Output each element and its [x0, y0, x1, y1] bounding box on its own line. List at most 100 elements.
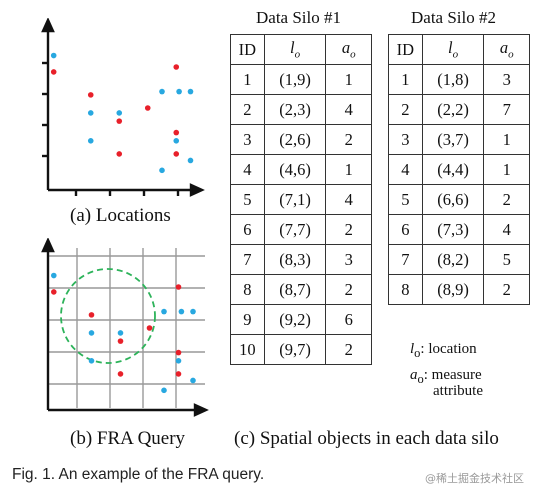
legend-measure: ao: measure — [410, 367, 482, 387]
cell-location: (1,9) — [263, 64, 327, 95]
legend-location: lo: location — [410, 341, 477, 361]
table-row: 5 (7,1) 4 — [230, 184, 372, 215]
figure-caption: Fig. 1. An example of the FRA query. — [12, 466, 265, 483]
cell-location: (7,1) — [263, 184, 327, 215]
cell-location: (2,6) — [263, 124, 327, 155]
cell-id: 5 — [230, 184, 265, 215]
red-point — [146, 325, 153, 331]
caption-c: (c) Spatial objects in each data silo — [234, 428, 499, 449]
table-row: 2 (2,2) 7 — [388, 94, 530, 125]
table-row: 1 (1,9) 1 — [230, 64, 372, 95]
location-points — [50, 52, 194, 174]
fra-query-plot — [41, 238, 209, 417]
query-grid — [48, 248, 205, 408]
table-row: 5 (6,6) 2 — [388, 184, 530, 215]
cell-location: (2,3) — [263, 94, 327, 125]
table-row: 1 (1,8) 3 — [388, 64, 530, 95]
legend-measure-2: attribute — [433, 383, 483, 399]
table-row: 9 (9,2) 6 — [230, 304, 372, 335]
cell-id: 1 — [230, 64, 265, 95]
blue-point — [176, 88, 182, 95]
cell-measure: 1 — [325, 154, 372, 185]
cell-measure: 2 — [325, 214, 372, 245]
cell-location: (1,8) — [421, 64, 485, 95]
silo1-title: Data Silo #1 — [256, 8, 341, 27]
cell-id: 1 — [388, 64, 423, 95]
header-id: ID — [388, 34, 423, 65]
blue-point — [117, 330, 124, 336]
blue-point — [159, 88, 165, 95]
cell-location: (9,2) — [263, 304, 327, 335]
table-row: 3 (3,7) 1 — [388, 124, 530, 155]
blue-point — [178, 308, 185, 315]
cell-location: (9,7) — [263, 334, 327, 365]
header-measure: ao — [325, 34, 372, 65]
lo-symbol: l — [410, 341, 415, 357]
table-row: 7 (8,3) 3 — [230, 244, 372, 275]
table-row: 10 (9,7) 2 — [230, 334, 372, 365]
table-header-row: ID lo ao — [230, 34, 372, 65]
cell-location: (4,4) — [421, 154, 485, 185]
cell-location: (6,6) — [421, 184, 485, 215]
cell-id: 8 — [388, 274, 423, 305]
cell-location: (3,7) — [421, 124, 485, 155]
cell-location: (8,3) — [263, 244, 327, 275]
blue-point — [175, 358, 182, 364]
header-measure: ao — [483, 34, 530, 65]
silo2-title: Data Silo #2 — [411, 8, 496, 27]
red-point — [117, 371, 124, 377]
red-point — [175, 284, 182, 290]
cell-measure: 3 — [325, 244, 372, 275]
table-row: 8 (8,7) 2 — [230, 274, 372, 305]
red-point — [116, 151, 123, 157]
cell-measure: 7 — [483, 94, 530, 125]
cell-measure: 4 — [325, 184, 372, 215]
table-row: 4 (4,4) 1 — [388, 154, 530, 185]
cell-id: 7 — [388, 244, 423, 275]
x-axis-arrow-icon — [189, 183, 205, 197]
cell-id: 3 — [230, 124, 265, 155]
watermark: @稀土掘金技术社区 — [425, 472, 524, 485]
cell-id: 7 — [230, 244, 265, 275]
red-point — [173, 64, 180, 70]
table-row: 7 (8,2) 5 — [388, 244, 530, 275]
blue-point — [161, 308, 167, 315]
red-point — [173, 129, 180, 136]
blue-point — [173, 138, 180, 144]
lo-subscript: o — [414, 346, 421, 360]
cell-id: 6 — [230, 214, 265, 245]
table-row: 6 (7,3) 4 — [388, 214, 530, 245]
header-location: lo — [263, 34, 327, 65]
blue-point — [88, 358, 95, 364]
cell-location: (8,7) — [263, 274, 327, 305]
query-axes — [41, 238, 209, 417]
table-row: 2 (2,3) 4 — [230, 94, 372, 125]
cell-id: 4 — [230, 154, 265, 185]
cell-id: 5 — [388, 184, 423, 215]
blue-point — [187, 88, 194, 95]
cell-location: (2,2) — [421, 94, 485, 125]
table-row: 3 (2,6) 2 — [230, 124, 372, 155]
red-point — [173, 151, 180, 157]
query-points — [51, 272, 196, 394]
cell-id: 2 — [230, 94, 265, 125]
blue-point — [116, 110, 123, 116]
red-point — [50, 69, 57, 75]
ao-symbol: a — [410, 367, 418, 383]
red-point — [144, 105, 151, 111]
cell-measure: 5 — [483, 244, 530, 275]
blue-point — [190, 308, 196, 315]
caption-a: (a) Locations — [70, 205, 171, 226]
cell-location: (8,9) — [421, 274, 485, 305]
cell-measure: 1 — [483, 154, 530, 185]
cell-measure: 6 — [325, 304, 372, 335]
blue-point — [159, 167, 165, 174]
header-id: ID — [230, 34, 265, 65]
silo2-table: ID lo ao 1 (1,8) 3 2 (2,2) 7 3 (3,7) 1 4 (4,4) 1 5 (6,6)… — [388, 34, 530, 305]
blue-point — [50, 52, 57, 59]
cell-location: (7,3) — [421, 214, 485, 245]
cell-measure: 2 — [325, 124, 372, 155]
cell-location: (4,6) — [263, 154, 327, 185]
blue-point — [190, 377, 196, 384]
cell-measure: 2 — [325, 274, 372, 305]
